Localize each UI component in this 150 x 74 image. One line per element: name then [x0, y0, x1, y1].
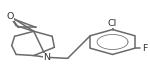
Text: F: F	[142, 44, 148, 53]
Text: Cl: Cl	[108, 19, 117, 28]
Text: N: N	[43, 53, 50, 62]
Text: O: O	[7, 12, 14, 21]
